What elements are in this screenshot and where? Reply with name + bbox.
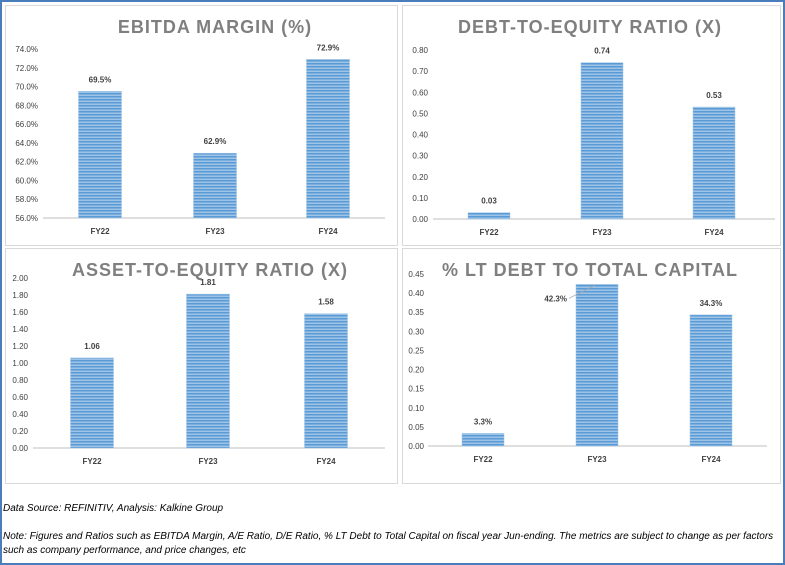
bar-fy23 — [193, 152, 237, 219]
y-tick-label: 66.0% — [15, 120, 38, 129]
y-tick-label: 0.30 — [412, 152, 428, 161]
y-tick-label: 2.00 — [12, 274, 28, 283]
x-tick-label: FY22 — [473, 455, 493, 464]
y-tick-label: 1.20 — [12, 342, 28, 351]
data-label: 1.58 — [318, 298, 334, 307]
x-tick-label: FY22 — [90, 227, 110, 236]
data-label: 1.06 — [84, 342, 100, 351]
x-tick-label: FY23 — [205, 227, 225, 236]
bar-fy22 — [467, 212, 511, 220]
y-tick-label: 0.00 — [408, 442, 424, 451]
y-tick-label: 72.0% — [15, 64, 38, 73]
bar-fy22 — [461, 433, 505, 447]
data-label: 62.9% — [204, 137, 227, 146]
y-tick-label: 0.10 — [412, 194, 428, 203]
y-tick-label: 0.60 — [412, 88, 428, 97]
x-tick-label: FY24 — [316, 457, 336, 466]
y-tick-label: 0.40 — [412, 131, 428, 140]
x-tick-label: FY24 — [701, 455, 721, 464]
y-tick-label: 0.15 — [408, 385, 424, 394]
y-tick-label: 0.20 — [12, 427, 28, 436]
y-tick-label: 0.30 — [408, 327, 424, 336]
bar-fy24 — [692, 106, 736, 220]
y-tick-label: 74.0% — [15, 45, 38, 54]
y-tick-label: 1.80 — [12, 291, 28, 300]
y-tick-label: 70.0% — [15, 83, 38, 92]
x-tick-label: FY24 — [704, 228, 724, 237]
data-label: 0.53 — [706, 91, 722, 100]
data-label: 42.3% — [544, 294, 567, 303]
y-tick-label: 58.0% — [15, 195, 38, 204]
y-tick-label: 0.50 — [412, 109, 428, 118]
x-tick-label: FY22 — [479, 228, 499, 237]
chart-title: DEBT-TO-EQUITY RATIO (X) — [458, 17, 722, 37]
data-label: 0.74 — [594, 47, 610, 56]
y-tick-label: 1.40 — [12, 325, 28, 334]
data-source-text: Data Source: REFINITIV, Analysis: Kalkin… — [3, 503, 224, 514]
data-label: 34.3% — [700, 299, 723, 308]
data-label: 3.3% — [474, 417, 492, 426]
data-label: 0.03 — [481, 197, 497, 206]
bar-fy23 — [186, 293, 230, 449]
data-label: 72.9% — [317, 43, 340, 52]
x-tick-label: FY23 — [592, 228, 612, 237]
charts-canvas: EBITDA MARGIN (%) 56.0% 58.0% 60.0% 62.0% 64.… — [12, 17, 775, 466]
data-label: 69.5% — [89, 75, 112, 84]
y-tick-label: 0.05 — [408, 423, 424, 432]
y-tick-label: 0.00 — [412, 215, 428, 224]
bar-fy24 — [689, 314, 733, 447]
y-tick-label: 0.40 — [408, 289, 424, 298]
y-tick-label: 0.20 — [408, 366, 424, 375]
data-label-leader-line — [568, 285, 596, 299]
bar-fy24 — [306, 59, 350, 219]
y-tick-label: 56.0% — [15, 214, 38, 223]
y-tick-label: 0.35 — [408, 308, 424, 317]
x-tick-label: FY23 — [587, 455, 607, 464]
chart-title: EBITDA MARGIN (%) — [118, 17, 312, 37]
y-tick-label: 0.40 — [12, 410, 28, 419]
y-tick-label: 0.00 — [12, 444, 28, 453]
y-tick-label: 1.60 — [12, 308, 28, 317]
y-tick-label: 64.0% — [15, 139, 38, 148]
x-tick-label: FY23 — [198, 457, 218, 466]
y-tick-label: 0.70 — [412, 67, 428, 76]
y-tick-label: 68.0% — [15, 101, 38, 110]
bar-fy23 — [575, 284, 619, 447]
x-tick-label: FY22 — [82, 457, 102, 466]
chart-title: % LT DEBT TO TOTAL CAPITAL — [442, 260, 738, 280]
y-tick-label: 0.80 — [412, 46, 428, 55]
bar-fy22 — [70, 357, 114, 449]
bar-fy24 — [304, 313, 348, 449]
y-tick-label: 1.00 — [12, 359, 28, 368]
note-text: Note: Figures and Ratios such as EBITDA … — [3, 531, 774, 556]
y-tick-label: 0.10 — [408, 404, 424, 413]
chart-title: ASSET-TO-EQUITY RATIO (X) — [72, 260, 348, 280]
y-tick-label: 0.80 — [12, 376, 28, 385]
y-tick-label: 62.0% — [15, 158, 38, 167]
y-tick-label: 0.60 — [12, 393, 28, 402]
y-tick-label: 0.20 — [412, 173, 428, 182]
x-tick-label: FY24 — [318, 227, 338, 236]
bar-fy23 — [580, 62, 624, 220]
bar-fy22 — [78, 91, 122, 219]
y-tick-label: 0.45 — [408, 270, 424, 279]
y-tick-label: 0.25 — [408, 346, 424, 355]
data-label: 1.81 — [200, 278, 216, 287]
y-tick-label: 60.0% — [15, 176, 38, 185]
